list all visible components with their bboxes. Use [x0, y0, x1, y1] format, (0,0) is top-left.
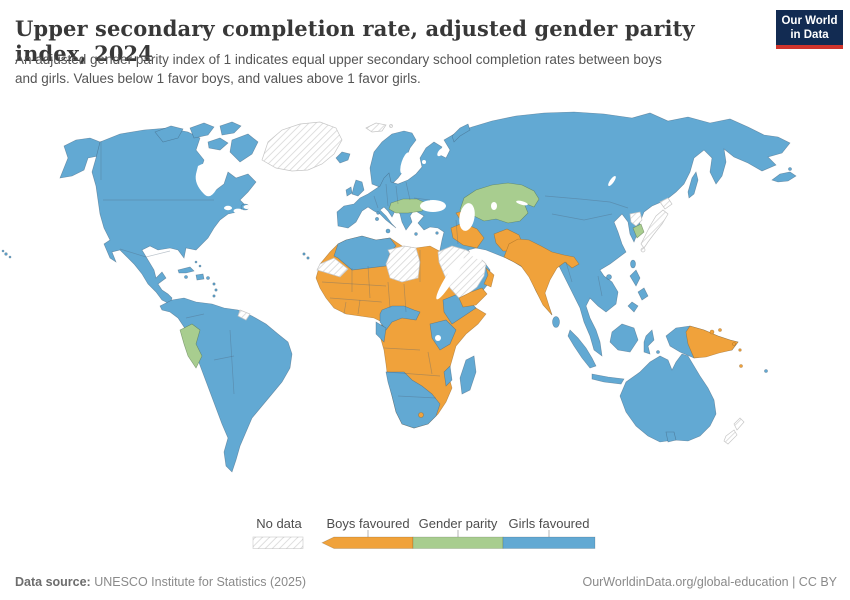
region-greenland[interactable] — [261, 121, 343, 172]
region-papua-new-guinea[interactable] — [685, 325, 739, 359]
region-india-pakistan[interactable] — [503, 238, 580, 316]
region-taiwan[interactable] — [630, 259, 636, 269]
region-cameroon-car[interactable] — [379, 305, 421, 331]
subtitle-line-1: An adjusted gender parity index of 1 ind… — [15, 52, 662, 67]
subtitle-line-2: and girls. Values below 1 favor boys, an… — [15, 71, 421, 86]
region-oman[interactable] — [483, 267, 495, 288]
region-hungary-romania[interactable] — [388, 198, 427, 214]
region-western-sahara[interactable] — [316, 257, 349, 278]
legend-label-boys-favoured: Boys favoured — [326, 516, 410, 531]
region-aleutians[interactable] — [771, 167, 797, 183]
region-malawi[interactable] — [443, 365, 453, 387]
region-caribbean-islands[interactable] — [184, 260, 218, 298]
region-hispaniola[interactable] — [195, 273, 205, 281]
region-japan[interactable] — [640, 197, 673, 253]
region-lesotho[interactable] — [418, 412, 424, 418]
region-libya[interactable] — [385, 245, 421, 283]
region-philippines[interactable] — [627, 269, 649, 313]
region-novaya-zemlya[interactable] — [451, 123, 471, 143]
owid-url-license[interactable]: OurWorldinData.org/global-education | CC… — [582, 575, 837, 589]
region-central-asia[interactable] — [459, 182, 540, 224]
region-southern-africa[interactable] — [385, 371, 441, 429]
region-cuba[interactable] — [177, 266, 195, 274]
legend-swatch-gender-parity[interactable] — [412, 536, 504, 549]
region-french-guiana[interactable] — [237, 309, 251, 321]
region-south-america[interactable] — [159, 297, 293, 473]
region-sakhalin[interactable] — [687, 171, 699, 199]
region-ireland[interactable] — [345, 186, 353, 197]
chart-footer: Data source: UNESCO Institute for Statis… — [0, 569, 850, 600]
logo-line-1: Our World — [781, 14, 838, 27]
region-north-korea[interactable] — [629, 211, 643, 227]
region-sri-lanka[interactable] — [552, 316, 560, 328]
data-source-text: UNESCO Institute for Statistics (2025) — [90, 575, 307, 589]
region-maghreb[interactable] — [333, 235, 397, 271]
region-hawaii[interactable] — [1, 249, 12, 259]
region-north-america[interactable] — [91, 127, 257, 305]
region-uk[interactable] — [351, 179, 365, 197]
legend-swatch-boys-favoured[interactable] — [321, 536, 414, 549]
data-source-label: Data source: — [15, 575, 91, 589]
region-fiji[interactable] — [764, 369, 768, 373]
region-iceland[interactable] — [335, 151, 351, 164]
region-south-korea[interactable] — [632, 223, 645, 239]
region-mediterranean-islands[interactable] — [375, 211, 439, 236]
legend-swatch-girls-favoured[interactable] — [502, 536, 596, 549]
region-australia[interactable] — [619, 353, 717, 443]
region-canary-islands[interactable] — [302, 252, 310, 260]
region-arctic-islands[interactable] — [154, 121, 259, 163]
legend-label-no-data: No data — [256, 516, 302, 531]
page-title: Upper secondary completion rate, adjuste… — [15, 16, 695, 66]
region-hainan[interactable] — [606, 274, 612, 280]
data-source: Data source: UNESCO Institute for Statis… — [15, 575, 306, 589]
legend-label-girls-favoured: Girls favoured — [508, 516, 590, 531]
region-peru[interactable] — [179, 323, 203, 369]
region-eurasia[interactable] — [336, 111, 791, 357]
region-gabon[interactable] — [375, 321, 387, 343]
region-tasmania[interactable] — [665, 431, 677, 443]
country-borders — [100, 141, 629, 399]
map-legend — [252, 530, 596, 549]
region-yemen[interactable] — [458, 287, 488, 308]
map-regions — [1, 111, 797, 473]
region-new-zealand[interactable] — [723, 417, 745, 445]
legend-swatch-no-data[interactable] — [252, 536, 304, 549]
sea-overlays — [195, 147, 616, 341]
region-melanesia-islands[interactable] — [709, 328, 743, 368]
region-kenya-uganda[interactable] — [429, 319, 457, 351]
chart-subtitle: An adjusted gender parity index of 1 ind… — [15, 50, 775, 88]
owid-logo[interactable]: Our World in Data — [776, 10, 843, 49]
region-madagascar[interactable] — [459, 355, 477, 395]
logo-line-2: in Data — [790, 28, 829, 41]
legend-label-gender-parity: Gender parity — [418, 516, 498, 531]
region-svalbard[interactable] — [365, 122, 393, 133]
